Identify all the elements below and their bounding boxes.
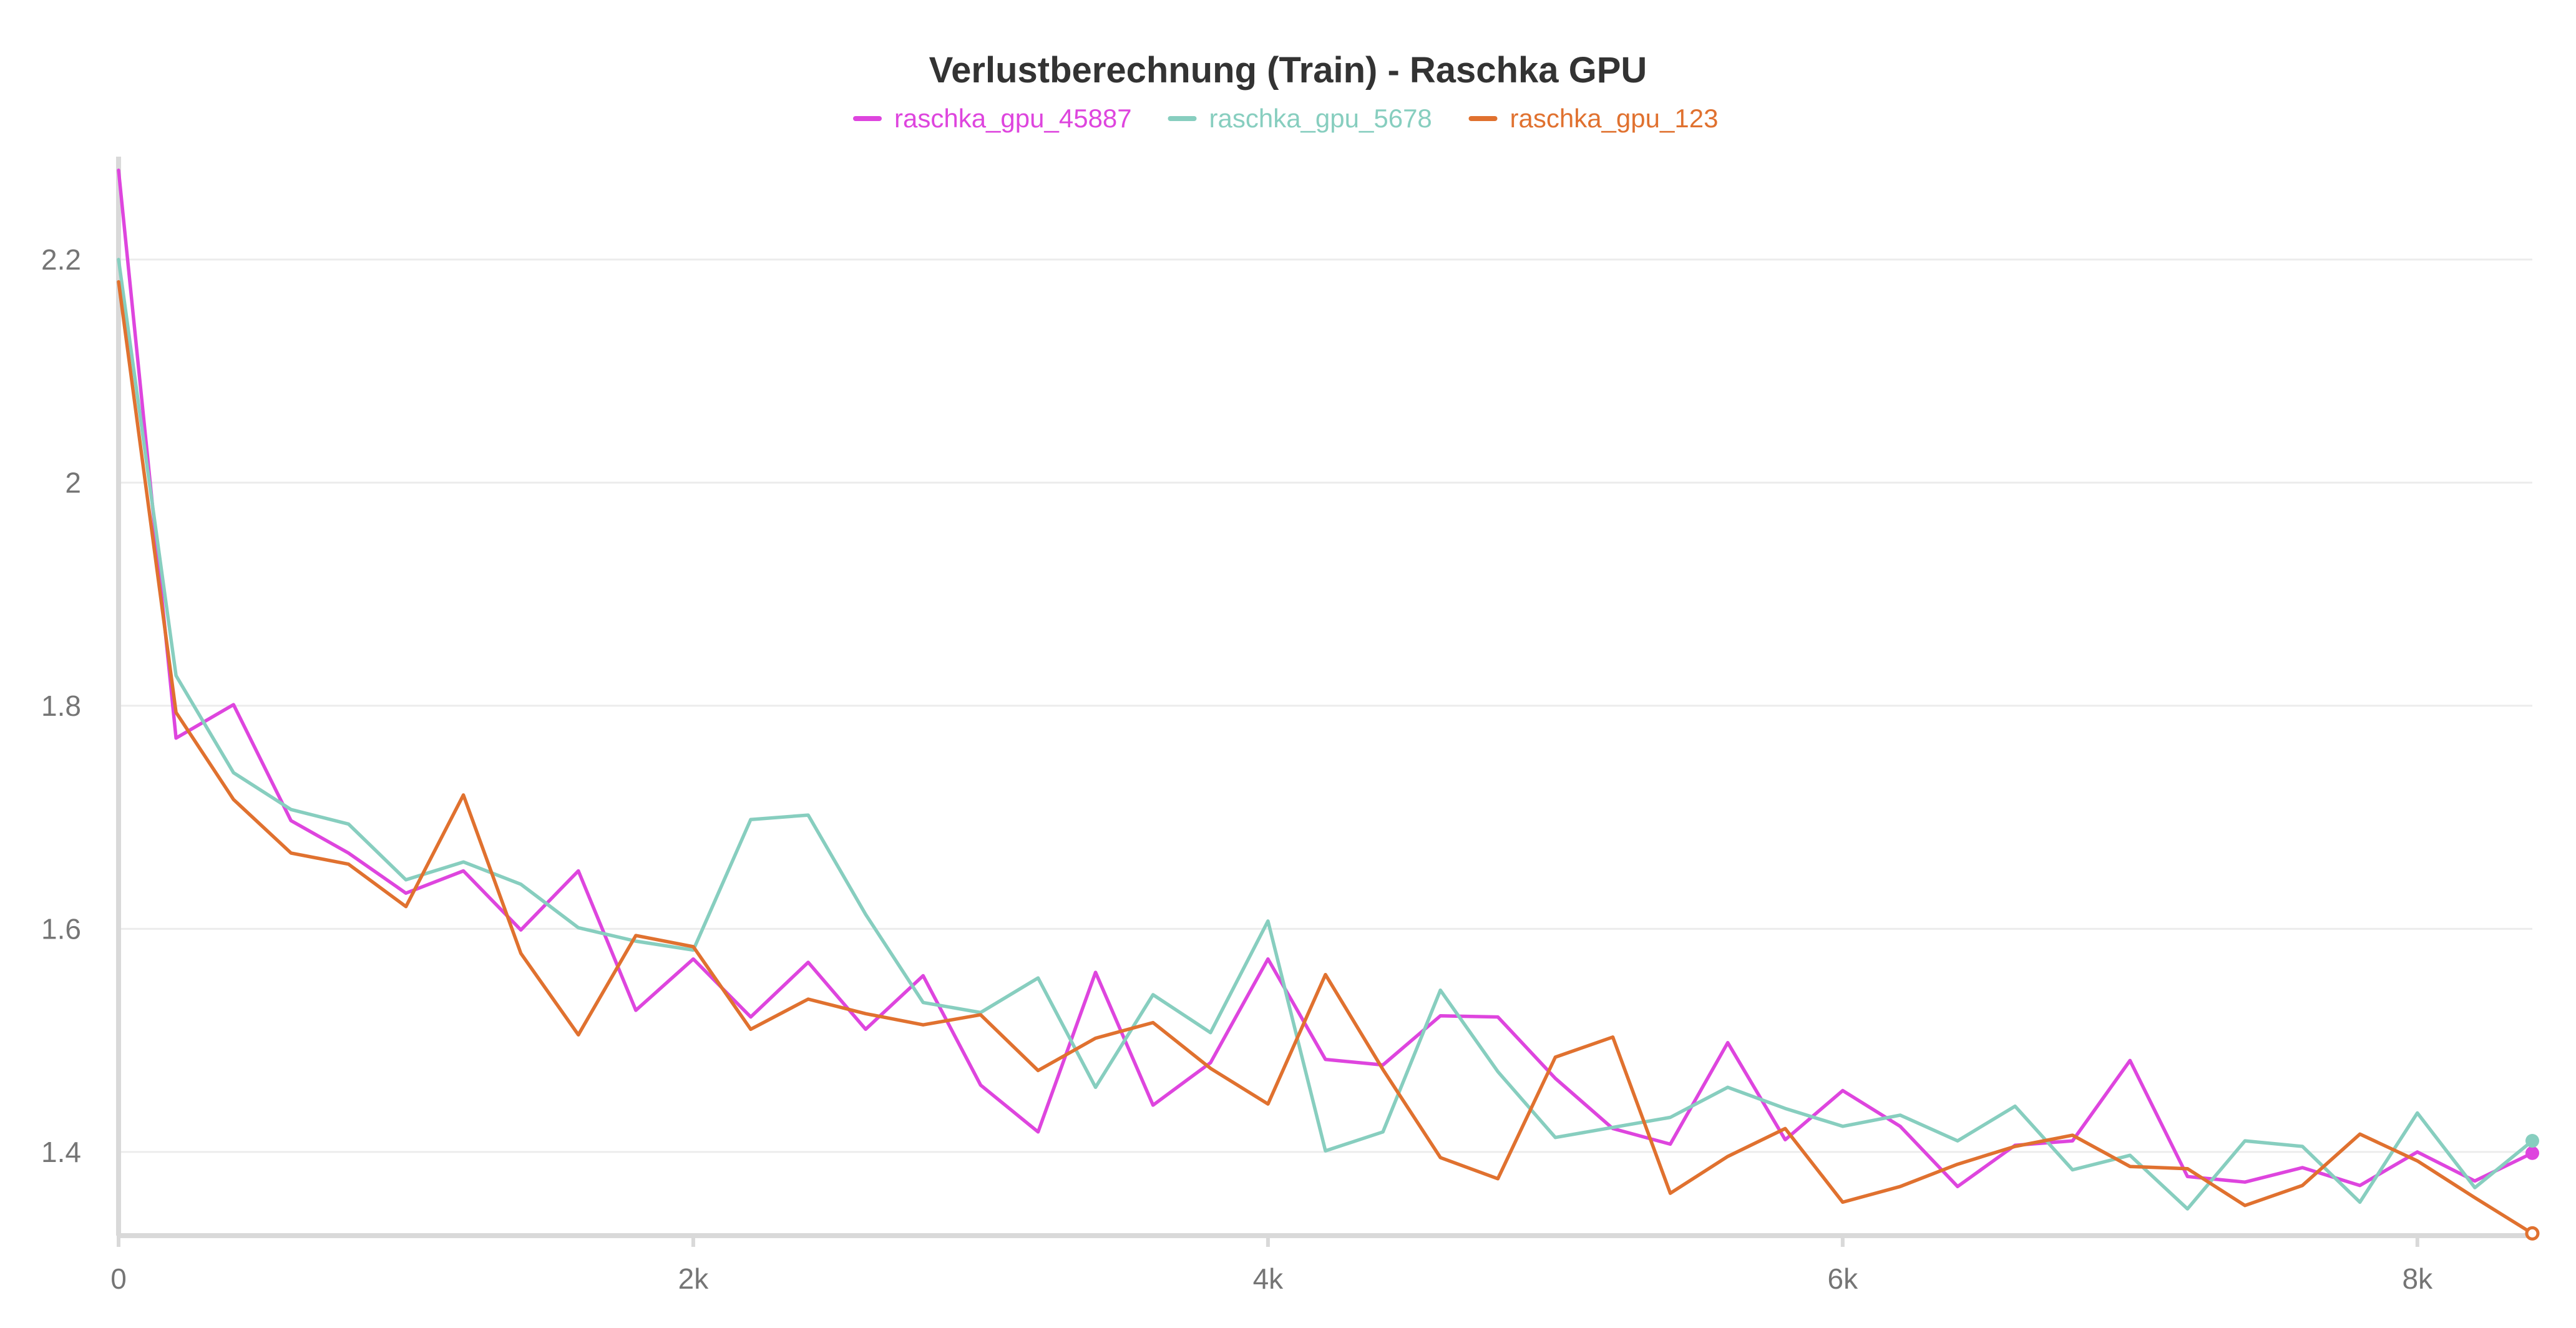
series-lines: [117, 168, 2534, 1236]
y-tick-label-2: 1.8: [41, 690, 81, 722]
legend-label-raschka_gpu_5678: raschka_gpu_5678: [1209, 104, 1432, 133]
x-tick-label-1: 2k: [678, 1262, 710, 1295]
x-tick-label-4: 8k: [2403, 1262, 2434, 1295]
x-tick-label-3: 6k: [1828, 1262, 1859, 1295]
chart-legend: raschka_gpu_45887 raschka_gpu_5678 raschka…: [853, 104, 1719, 133]
series-end-markers: [2525, 1134, 2540, 1241]
series-end-marker-raschka_gpu_123: [2525, 1226, 2540, 1241]
series-end-marker-raschka_gpu_45887: [2525, 1146, 2539, 1160]
legend-label-raschka_gpu_123: raschka_gpu_123: [1510, 104, 1719, 133]
x-axis-ticks: 0 2k 4k 6k 8k: [110, 1236, 2433, 1295]
y-tick-label-3: 2: [65, 466, 81, 499]
legend-item-raschka_gpu_5678[interactable]: raschka_gpu_5678: [1168, 104, 1432, 133]
axes: [116, 157, 2532, 1238]
x-tick-label-0: 0: [110, 1262, 127, 1295]
series-end-marker-raschka_gpu_5678: [2525, 1134, 2539, 1148]
y-axis-ticks: 1.4 1.6 1.8 2 2.2: [41, 243, 81, 1168]
chart-title: Verlustberechnung (Train) - Raschka GPU: [929, 50, 1647, 90]
y-tick-label-4: 2.2: [41, 243, 81, 276]
legend-item-raschka_gpu_123[interactable]: raschka_gpu_123: [1468, 104, 1719, 133]
legend-item-raschka_gpu_45887[interactable]: raschka_gpu_45887: [853, 104, 1132, 133]
series-line-raschka_gpu_5678: [117, 258, 2534, 1211]
y-tick-label-1: 1.6: [41, 912, 81, 945]
series-line-raschka_gpu_123: [117, 280, 2534, 1236]
legend-label-raschka_gpu_45887: raschka_gpu_45887: [894, 104, 1132, 133]
x-tick-label-2: 4k: [1253, 1262, 1284, 1295]
y-tick-label-0: 1.4: [41, 1136, 81, 1168]
series-line-raschka_gpu_45887: [117, 168, 2534, 1189]
